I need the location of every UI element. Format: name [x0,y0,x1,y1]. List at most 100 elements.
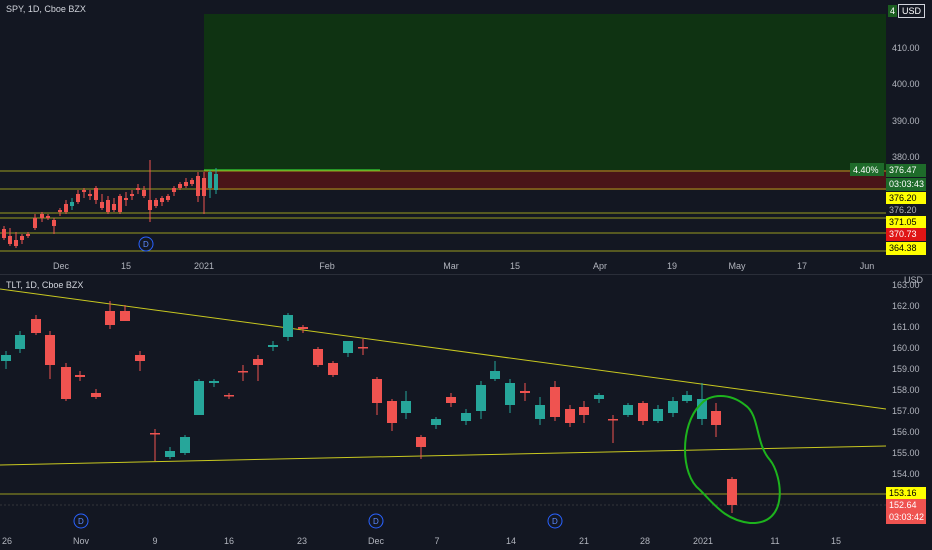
y-tick: 157.00 [892,406,920,416]
y-tick: 158.00 [892,385,920,395]
x-tick: 2021 [692,536,714,546]
candle-body [711,411,721,425]
candle-body [668,401,678,413]
candle-body [58,210,62,212]
price-tag: 364.38 [886,242,926,255]
candle-body [283,315,293,337]
candle-body [76,194,80,202]
spy-candles[interactable]: 4.40% D [0,0,886,258]
candle-body [401,401,411,413]
x-tick: Mar [443,261,459,271]
candle-body [446,397,456,403]
tlt-chart-pane[interactable]: D D D TLT, 1D, Cboe BZX [0,275,887,533]
candle-body [112,204,116,210]
price-tag-last: 152.64 [886,499,926,512]
x-tick: May [728,261,746,271]
candle-body [64,204,68,212]
candle-body [45,335,55,365]
countdown-tag: 03:03:42 [886,511,926,524]
candle-body [178,184,182,188]
candle-body [209,381,219,383]
dividend-marker [73,513,89,529]
candle-body [194,381,204,415]
y-tick: 162.00 [892,301,920,311]
candle-body [46,216,50,218]
dividend-marker [368,513,384,529]
candle-body [33,218,37,228]
price-tag: 370.73 [886,228,926,241]
pane-separator[interactable] [0,274,932,275]
currency-label: USD [904,275,924,285]
candle-body [476,385,486,411]
candle-body [623,405,633,415]
spy-time-axis[interactable]: Dec 15 2021 Feb Mar 15 Apr 19 May 17 Jun [0,258,886,274]
candle-body [2,229,6,238]
currency-button[interactable]: USD [898,4,926,18]
x-tick: 7 [434,536,440,546]
tlt-time-axis[interactable]: 26 Nov 9 16 23 Dec 7 14 21 28 2021 11 15 [0,533,886,550]
candle-body [682,395,692,401]
x-tick: Feb [319,261,335,271]
candle-body [91,393,101,397]
x-tick: 11 [770,536,780,546]
candle-body [416,437,426,447]
trendline-upper [0,288,887,410]
price-tag: 153.16 [886,487,926,500]
x-tick: 16 [223,536,235,546]
candle-body [180,437,190,453]
y-tick: 156.00 [892,427,920,437]
candle-body [697,399,707,419]
y-tick: 380.00 [892,152,920,162]
candle-body [594,395,604,399]
candle-body [100,202,104,208]
y-tick: 163.00 [892,280,920,290]
x-tick: 15 [830,536,842,546]
candle-body [105,311,115,325]
dividend-marker-label: D [552,517,558,526]
candle-body [638,403,648,421]
candle-body [490,371,500,379]
x-tick: Jun [859,261,875,271]
spy-price-axis[interactable]: 4 USD 410.00 400.00 390.00 380.00 376.47… [886,0,932,258]
candle-body [135,355,145,361]
candle-body [268,345,278,347]
tlt-price-axis[interactable]: USD 163.00 162.00 161.00 160.00 159.00 1… [886,275,932,533]
candle-body [202,178,206,196]
y-tick: 155.00 [892,448,920,458]
candle-body [505,383,515,405]
y-tick: 400.00 [892,79,920,89]
candle-body [136,188,140,190]
x-tick: 9 [152,536,158,546]
dividend-marker-label: D [78,517,84,526]
position-percent: 4.40% [853,165,879,175]
x-tick: 23 [296,536,308,546]
candle-body [106,200,110,212]
x-tick: 28 [639,536,651,546]
candle-body [150,433,160,435]
price-tag: 376.20 [886,204,926,217]
y-tick: 390.00 [892,116,920,126]
candle-body [15,335,25,349]
price-tag: 376.20 [886,192,926,205]
candle-body [75,375,85,377]
dividend-marker-label: D [373,517,379,526]
candle-body [148,200,152,210]
candle-body [14,240,18,246]
candle-body [579,407,589,415]
candle-body [40,214,44,218]
x-tick: 21 [578,536,590,546]
candle-body [253,359,263,365]
candle-body [298,327,308,329]
spy-chart-pane[interactable]: 4.40% D SPY, 1D, Cboe BZX [0,0,886,258]
dividend-marker [547,513,563,529]
candle-body [328,363,338,375]
candle-body [224,395,234,397]
candle-body [20,236,24,240]
candle-body [142,190,146,196]
candle-body [358,347,368,349]
candle-body [172,188,176,192]
x-tick: 15 [509,261,521,271]
price-tag-last: 376.47 [886,164,926,177]
candle-body [82,190,86,192]
